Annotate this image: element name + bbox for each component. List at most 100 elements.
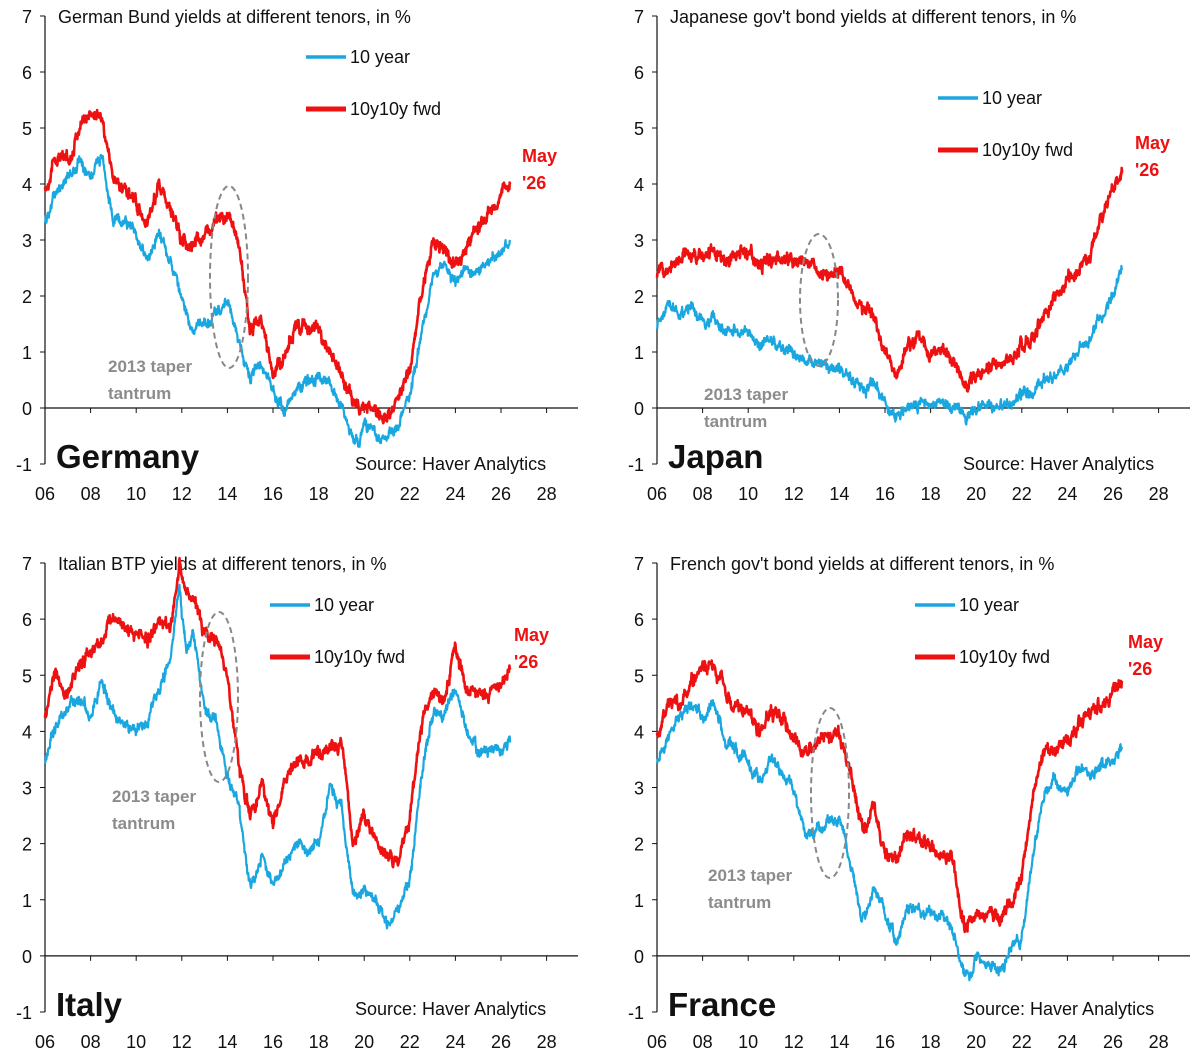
- x-tick-label: 08: [693, 1032, 713, 1052]
- taper-tantrum-label-line-1: 2013 taper: [708, 866, 792, 885]
- taper-tantrum-oval: [799, 233, 839, 367]
- x-tick-label: 08: [693, 484, 713, 504]
- chart-panel-japan: Japanese gov't bond yields at different …: [628, 7, 1190, 504]
- chart-title: German Bund yields at different tenors, …: [58, 7, 411, 27]
- x-tick-label: 22: [400, 1032, 420, 1052]
- end-label-month: May: [522, 146, 557, 166]
- x-tick-label: 26: [491, 484, 511, 504]
- x-tick-label: 28: [537, 484, 557, 504]
- y-tick-label: 1: [634, 891, 644, 911]
- x-tick-label: 24: [445, 484, 465, 504]
- chart-panel-italy: Italian BTP yields at different tenors, …: [16, 554, 578, 1052]
- x-tick-label: 20: [966, 484, 986, 504]
- y-tick-label: 5: [634, 666, 644, 686]
- x-tick-label: 10: [738, 1032, 758, 1052]
- legend-label-ten-year: 10 year: [959, 595, 1019, 615]
- y-tick-label: 3: [22, 231, 32, 251]
- taper-tantrum-oval: [199, 611, 239, 783]
- x-tick-label: 26: [1103, 484, 1123, 504]
- chart-title: Italian BTP yields at different tenors, …: [58, 554, 387, 574]
- taper-tantrum-label-line-2: tantrum: [704, 412, 767, 431]
- y-tick-label: 6: [22, 63, 32, 83]
- series-line-fwd: [655, 659, 1124, 934]
- legend-label-ten-year: 10 year: [350, 47, 410, 67]
- y-tick-label: 1: [22, 343, 32, 363]
- y-tick-label: 1: [22, 891, 32, 911]
- y-tick-label: 1: [634, 343, 644, 363]
- x-tick-label: 14: [217, 484, 237, 504]
- legend-label-ten-year: 10 year: [982, 88, 1042, 108]
- x-tick-label: 12: [172, 484, 192, 504]
- x-tick-label: 18: [309, 1032, 329, 1052]
- y-tick-label: 4: [22, 722, 32, 742]
- x-tick-label: 22: [1012, 1032, 1032, 1052]
- taper-tantrum-oval: [810, 707, 850, 879]
- x-tick-label: 28: [1149, 1032, 1169, 1052]
- series-line-ten-year: [655, 264, 1124, 426]
- end-label-month: May: [1128, 632, 1163, 652]
- y-tick-label: -1: [628, 1003, 644, 1023]
- y-tick-label: 3: [22, 779, 32, 799]
- end-label-year: '26: [1135, 160, 1159, 180]
- series-line-fwd: [655, 166, 1124, 393]
- series-line-ten-year: [43, 153, 512, 448]
- end-label-month: May: [514, 625, 549, 645]
- country-label: Italy: [56, 986, 123, 1023]
- x-tick-label: 22: [400, 484, 420, 504]
- country-label: Germany: [56, 438, 200, 475]
- x-tick-label: 06: [647, 1032, 667, 1052]
- end-label-month: May: [1135, 133, 1170, 153]
- end-label-year: '26: [1128, 659, 1152, 679]
- series-line-ten-year: [655, 699, 1123, 982]
- x-tick-label: 24: [1057, 484, 1077, 504]
- y-tick-label: 7: [634, 554, 644, 574]
- x-tick-label: 12: [784, 484, 804, 504]
- y-tick-label: 6: [634, 63, 644, 83]
- x-tick-label: 08: [81, 1032, 101, 1052]
- x-tick-label: 18: [921, 484, 941, 504]
- x-tick-label: 16: [875, 1032, 895, 1052]
- x-tick-label: 12: [784, 1032, 804, 1052]
- x-tick-label: 10: [126, 484, 146, 504]
- legend-label-fwd: 10y10y fwd: [314, 647, 405, 667]
- x-tick-label: 14: [829, 1032, 849, 1052]
- taper-tantrum-label-line-1: 2013 taper: [112, 787, 196, 806]
- y-tick-label: 5: [634, 119, 644, 139]
- x-tick-label: 26: [491, 1032, 511, 1052]
- country-label: France: [668, 986, 776, 1023]
- x-tick-label: 06: [647, 484, 667, 504]
- x-tick-label: 10: [126, 1032, 146, 1052]
- chart-title: French gov't bond yields at different te…: [670, 554, 1054, 574]
- source-label: Source: Haver Analytics: [963, 454, 1154, 474]
- x-tick-label: 24: [445, 1032, 465, 1052]
- y-tick-label: 2: [634, 287, 644, 307]
- end-label-year: '26: [514, 652, 538, 672]
- chart-title: Japanese gov't bond yields at different …: [670, 7, 1076, 27]
- x-tick-label: 18: [309, 484, 329, 504]
- taper-tantrum-label-line-1: 2013 taper: [704, 385, 788, 404]
- y-tick-label: 5: [22, 119, 32, 139]
- y-tick-label: 3: [634, 779, 644, 799]
- taper-tantrum-oval: [209, 185, 249, 369]
- chart-panel-germany: German Bund yields at different tenors, …: [16, 7, 578, 504]
- x-tick-label: 18: [921, 1032, 941, 1052]
- x-tick-label: 20: [966, 1032, 986, 1052]
- taper-tantrum-label-line-2: tantrum: [708, 893, 771, 912]
- legend-label-ten-year: 10 year: [314, 595, 374, 615]
- source-label: Source: Haver Analytics: [355, 454, 546, 474]
- legend-label-fwd: 10y10y fwd: [959, 647, 1050, 667]
- y-tick-label: 2: [22, 835, 32, 855]
- y-tick-label: -1: [16, 1003, 32, 1023]
- y-tick-label: 0: [22, 399, 32, 419]
- x-tick-label: 10: [738, 484, 758, 504]
- end-label-year: '26: [522, 173, 546, 193]
- series-line-fwd: [43, 108, 512, 425]
- y-tick-label: 7: [634, 7, 644, 27]
- country-label: Japan: [668, 438, 763, 475]
- source-label: Source: Haver Analytics: [355, 999, 546, 1019]
- y-tick-label: 7: [22, 7, 32, 27]
- y-tick-label: -1: [628, 455, 644, 475]
- series-line-fwd: [43, 556, 512, 869]
- y-tick-label: 6: [634, 610, 644, 630]
